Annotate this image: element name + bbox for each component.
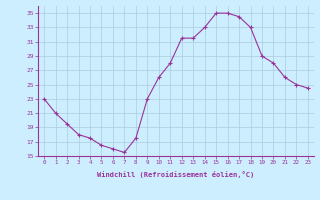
X-axis label: Windchill (Refroidissement éolien,°C): Windchill (Refroidissement éolien,°C)	[97, 171, 255, 178]
